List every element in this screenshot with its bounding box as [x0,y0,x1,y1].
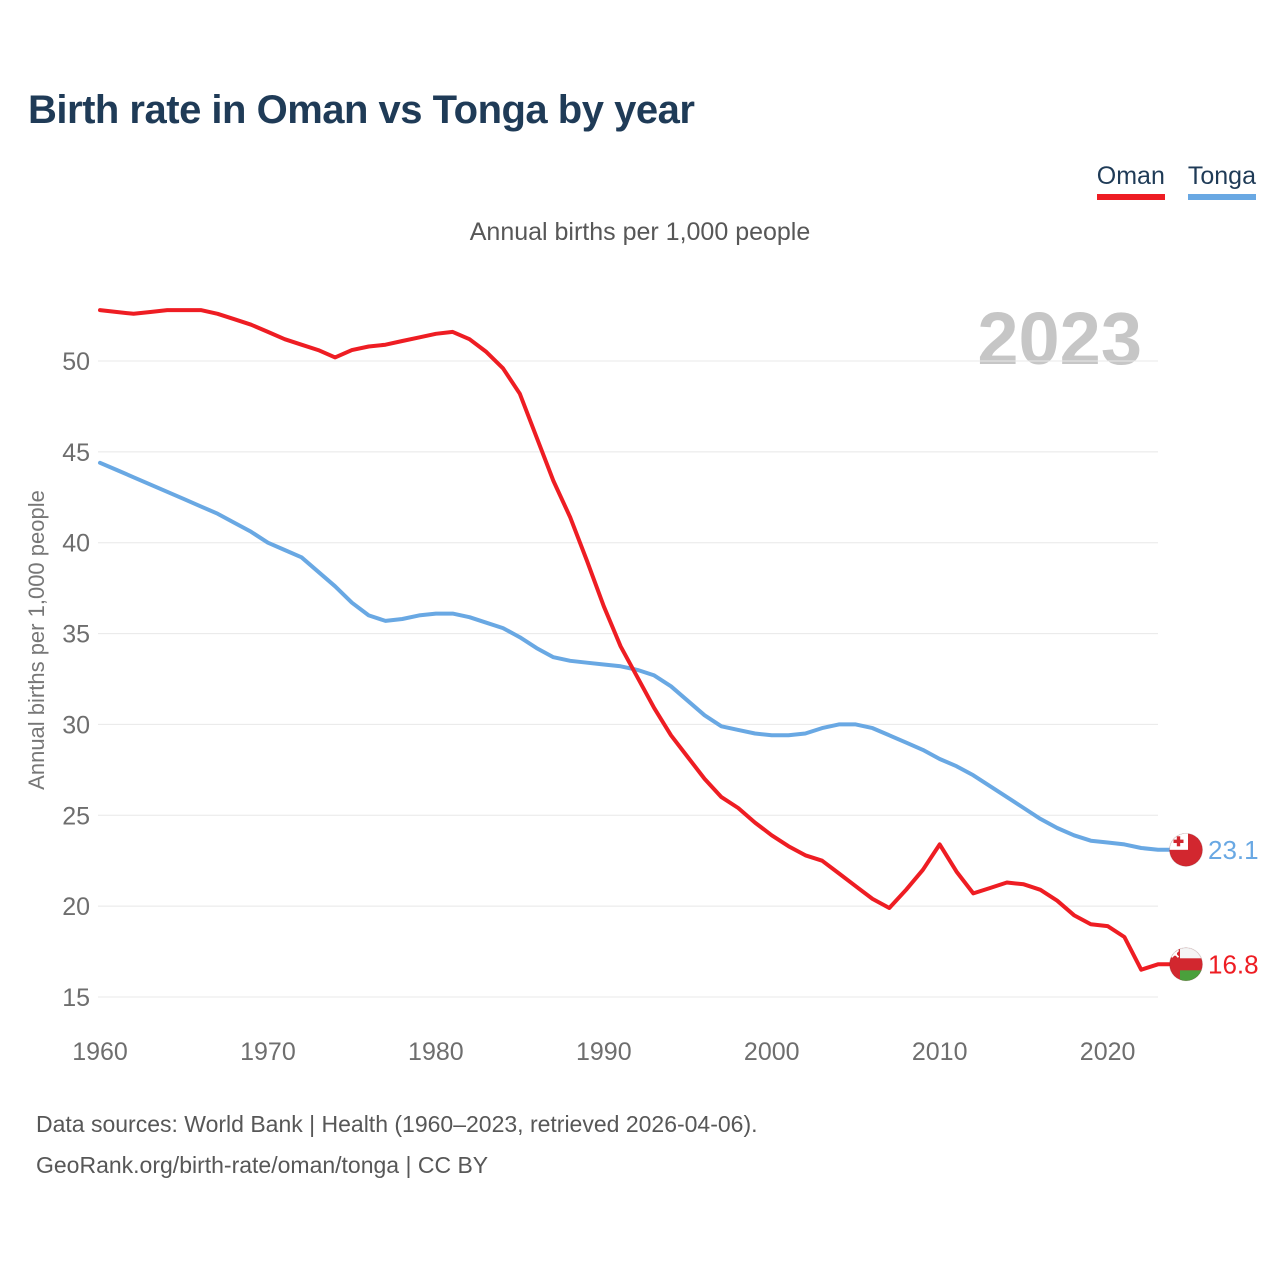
oman-flag-icon [1169,947,1203,981]
y-tick-label: 35 [62,621,90,649]
page-title: Birth rate in Oman vs Tonga by year [28,88,695,132]
oman-flag-icon-border [1169,947,1203,982]
footer-data-sources: Data sources: World Bank | Health (1960–… [36,1111,758,1137]
y-tick-label: 20 [62,893,90,921]
y-axis-title: Annual births per 1,000 people [24,490,49,790]
footer-attribution: GeoRank.org/birth-rate/oman/tonga | CC B… [36,1152,489,1178]
y-tick-label: 45 [62,439,90,467]
y-tick-label: 50 [62,348,90,376]
legend: Oman Tonga [1096,162,1256,200]
chart-subtitle: Annual births per 1,000 people [469,218,811,246]
oman-end-value: 16.8 [1208,949,1259,979]
y-tick-label: 25 [62,802,90,830]
y-tick-label: 30 [62,711,90,739]
legend-item-oman[interactable]: Oman [1096,162,1165,200]
x-tick-label: 1990 [576,1038,632,1066]
y-tick-label: 40 [62,530,90,558]
x-tick-label: 2010 [912,1038,968,1066]
grid-layer: 15 20 25 30 35 40 45 50 1960 1970 1980 1990 2000 2010… [62,348,1158,1066]
x-tick-label: 2000 [744,1038,800,1066]
tonga-line [98,460,1171,852]
x-tick-label: 1970 [240,1038,296,1066]
x-tick-label: 1960 [72,1038,128,1066]
legend-item-tonga[interactable]: Tonga [1187,162,1256,200]
series-layer: 16.8 23.1 [98,308,1259,982]
tonga-end-value: 23.1 [1208,835,1259,865]
x-tick-label: 1980 [408,1038,464,1066]
tonga-flag-icon-border [1169,832,1203,867]
year-watermark: 2023 [977,297,1142,380]
x-tick-label: 2020 [1080,1038,1136,1066]
y-tick-label: 15 [62,984,90,1012]
footer: Data sources: World Bank | Health (1960–… [36,1104,758,1186]
oman-line [98,308,1171,972]
